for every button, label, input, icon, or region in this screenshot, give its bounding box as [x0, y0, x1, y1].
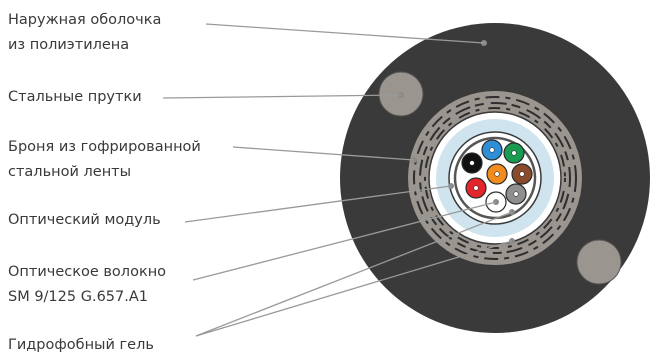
fiber-core-brown — [519, 171, 525, 177]
optical-fibers — [461, 139, 533, 213]
cable — [340, 23, 650, 333]
label-outer-sheath-line1: Наружная оболочка — [8, 12, 161, 28]
label-steel-rods: Стальные прутки — [8, 89, 142, 105]
label-optical-module: Оптический модуль — [8, 212, 161, 228]
fiber-core-black — [469, 160, 475, 166]
label-armor: Броня из гофрированной стальной ленты — [8, 139, 205, 180]
label-optical-fiber-line1: Оптическое волокно — [8, 264, 166, 280]
label-optical-fiber-line2: SM 9/125 G.657.A1 — [8, 289, 148, 305]
label-armor-line2: стальной ленты — [8, 164, 131, 180]
steel-rod-bottom — [576, 239, 622, 285]
armor-corrugation — [413, 96, 577, 260]
label-armor-line1: Броня из гофрированной — [8, 139, 201, 155]
leader-steel-rods — [162, 94, 402, 99]
leader-fiber — [192, 201, 497, 281]
leader-gel-outer — [195, 240, 513, 337]
label-outer-sheath-line2: из полиэтилена — [8, 37, 129, 53]
label-optical-fiber: Оптическое волокно SM 9/125 G.657.A1 — [8, 264, 171, 305]
label-outer-sheath: Наружная оболочка из полиэтилена — [8, 12, 166, 53]
fiber-core-green — [511, 150, 517, 156]
label-hydrophobic-gel: Гидрофобный гель — [8, 337, 154, 353]
leader-module — [184, 185, 452, 223]
leader-outer-sheath — [205, 23, 485, 44]
fiber-core-gray — [513, 191, 519, 197]
leader-lines — [162, 23, 513, 337]
leader-armor — [232, 146, 415, 161]
fiber-core-red — [473, 185, 479, 191]
leader-gel-inner — [195, 211, 513, 337]
fiber-core-blue — [489, 147, 495, 153]
fiber-core-orange — [494, 171, 500, 177]
